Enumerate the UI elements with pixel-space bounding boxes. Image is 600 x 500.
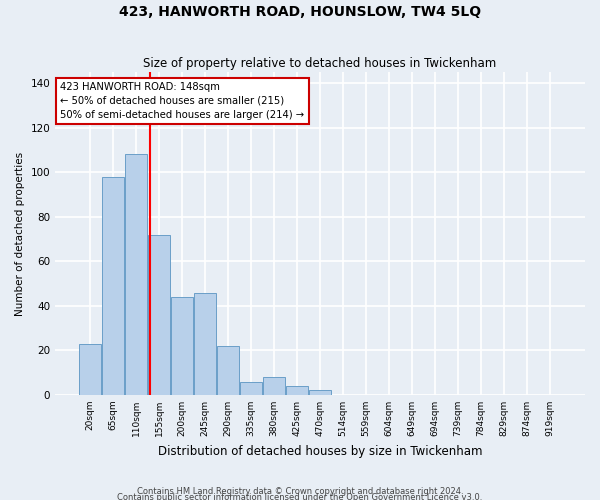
Bar xyxy=(171,297,193,395)
Bar xyxy=(125,154,147,395)
Bar xyxy=(194,292,216,395)
Bar xyxy=(217,346,239,395)
X-axis label: Distribution of detached houses by size in Twickenham: Distribution of detached houses by size … xyxy=(158,444,482,458)
Bar xyxy=(148,234,170,395)
Text: Contains HM Land Registry data © Crown copyright and database right 2024.: Contains HM Land Registry data © Crown c… xyxy=(137,486,463,496)
Text: 423 HANWORTH ROAD: 148sqm
← 50% of detached houses are smaller (215)
50% of semi: 423 HANWORTH ROAD: 148sqm ← 50% of detac… xyxy=(61,82,305,120)
Bar xyxy=(79,344,101,395)
Bar xyxy=(286,386,308,395)
Title: Size of property relative to detached houses in Twickenham: Size of property relative to detached ho… xyxy=(143,56,497,70)
Text: 423, HANWORTH ROAD, HOUNSLOW, TW4 5LQ: 423, HANWORTH ROAD, HOUNSLOW, TW4 5LQ xyxy=(119,5,481,19)
Bar xyxy=(240,382,262,395)
Bar xyxy=(263,377,285,395)
Text: Contains public sector information licensed under the Open Government Licence v3: Contains public sector information licen… xyxy=(118,492,482,500)
Y-axis label: Number of detached properties: Number of detached properties xyxy=(15,152,25,316)
Bar xyxy=(102,176,124,395)
Bar xyxy=(309,390,331,395)
